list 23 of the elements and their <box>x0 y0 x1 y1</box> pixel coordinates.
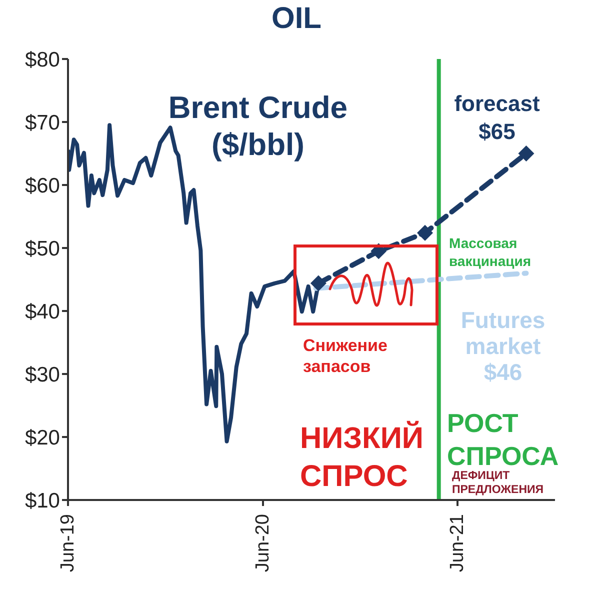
x-tick-label: Jun-19 <box>58 514 78 572</box>
y-tick-label: $60 <box>24 174 60 198</box>
annotation: ДЕФИЦИТ ПРЕДЛОЖЕНИЯ <box>452 470 544 496</box>
y-tick-label: $40 <box>24 300 60 324</box>
point <box>518 146 534 162</box>
annotation: РОСТ СПРОСА <box>447 408 559 471</box>
y-tick-label: $50 <box>24 237 60 260</box>
series-label: forecast $65 <box>454 91 540 144</box>
series-label: Brent Crude ($/bbl) <box>168 90 348 162</box>
x-tick-label: Jun-20 <box>252 514 274 572</box>
y-tick-label: $10 <box>24 489 60 512</box>
y-tick-label: $20 <box>24 426 60 450</box>
annotation: Снижение запасов <box>303 336 388 376</box>
annotation: НИЗКИЙ СПРОС <box>300 420 424 493</box>
x-tick-label: Jun-21 <box>446 514 468 572</box>
y-tick-label: $80 <box>24 48 60 72</box>
series-label: Futures market $46 <box>460 307 546 385</box>
chart-title: OIL <box>270 2 322 36</box>
y-tick-label: $70 <box>24 111 60 134</box>
point <box>310 275 326 292</box>
point <box>416 224 433 241</box>
y-tick-label: $30 <box>24 363 60 386</box>
ref-line-label: Массовая вакцинация <box>449 235 532 269</box>
